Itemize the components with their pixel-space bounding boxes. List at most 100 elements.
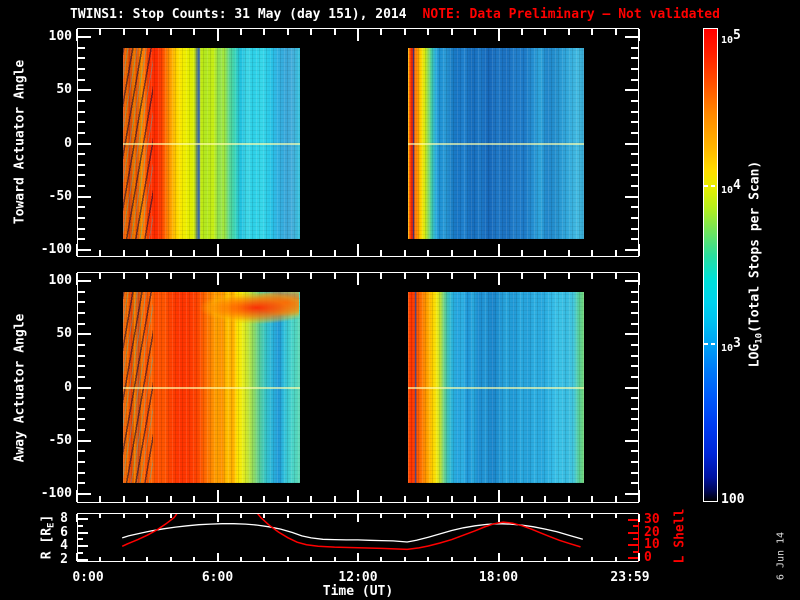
tick-mark <box>403 496 406 502</box>
tick-mark <box>78 163 85 166</box>
tick-mark <box>497 244 500 256</box>
tick-mark <box>403 557 406 561</box>
tick-mark <box>78 131 85 134</box>
tick-mark <box>631 174 638 177</box>
tick-mark <box>78 461 85 464</box>
tick-mark <box>239 29 242 35</box>
tick-mark <box>78 142 91 145</box>
tick-label: 0:00 <box>72 570 104 585</box>
tick-mark <box>638 514 640 522</box>
title-row: TWINS1: Stop Counts: 31 May (day 151), 2… <box>70 7 720 22</box>
tick-mark <box>631 163 638 166</box>
tick-mark <box>78 36 91 38</box>
tick-mark <box>78 57 85 60</box>
tick-mark <box>357 553 359 561</box>
tick-mark <box>520 496 523 502</box>
tick-mark <box>78 518 88 520</box>
high-count-blob <box>187 291 300 327</box>
tick-mark <box>78 206 85 209</box>
tick-mark <box>76 244 78 256</box>
tick-mark <box>357 244 359 256</box>
tick-mark <box>628 544 638 547</box>
tick-mark <box>310 496 313 502</box>
tick-mark <box>78 482 85 485</box>
tick-mark <box>474 250 477 256</box>
tick-mark <box>122 557 125 561</box>
tick-mark <box>631 227 638 230</box>
tick-mark <box>633 525 638 528</box>
tick-label: 20 <box>644 524 660 540</box>
tick-label: 6 <box>60 524 68 540</box>
tick-mark <box>78 333 91 336</box>
tick-mark <box>146 557 149 561</box>
figure-title: TWINS1: Stop Counts: 31 May (day 151), 2… <box>70 7 407 22</box>
tick-mark <box>625 195 638 198</box>
tick-mark <box>169 273 172 279</box>
tick-mark <box>146 496 149 502</box>
tick-mark <box>631 131 638 134</box>
tick-mark <box>78 551 83 554</box>
tick-mark <box>193 514 196 518</box>
tick-mark <box>310 514 313 518</box>
zero-angle-line <box>122 386 300 389</box>
tick-mark <box>631 46 638 49</box>
tick-mark <box>450 273 453 279</box>
zero-angle-line <box>122 142 300 145</box>
tick-mark <box>450 29 453 35</box>
tick-mark <box>628 557 638 559</box>
tick-mark <box>497 514 500 522</box>
tick-mark <box>78 450 85 453</box>
tick-mark <box>520 29 523 35</box>
tick-mark <box>631 375 638 378</box>
tick-mark <box>357 514 359 522</box>
tick-mark <box>99 496 102 502</box>
tick-mark <box>631 482 638 485</box>
tick-mark <box>450 557 453 561</box>
tick-mark <box>591 273 594 279</box>
tick-mark <box>427 496 430 502</box>
tick-mark <box>631 99 638 102</box>
tick-mark <box>625 386 638 389</box>
tick-mark <box>403 273 406 279</box>
tick-mark <box>450 514 453 518</box>
tick-mark <box>78 99 85 102</box>
tick-mark <box>614 514 617 518</box>
tick-mark <box>631 217 638 220</box>
tick-mark <box>99 29 102 35</box>
tick-mark <box>169 29 172 35</box>
tick-mark <box>286 496 289 502</box>
tick-mark <box>76 273 78 285</box>
tick-mark <box>450 250 453 256</box>
tick-mark <box>239 250 242 256</box>
tick-mark <box>567 250 570 256</box>
tick-mark <box>474 514 477 518</box>
tick-mark <box>310 29 313 35</box>
tick-mark <box>78 249 91 251</box>
tick-mark <box>357 273 359 285</box>
tick-mark <box>310 250 313 256</box>
tick-mark <box>520 557 523 561</box>
tick-mark <box>520 250 523 256</box>
tick-label: 4 <box>60 538 68 553</box>
zero-angle-line <box>407 386 584 389</box>
tick-mark <box>497 29 500 41</box>
tick-mark <box>239 557 242 561</box>
tick-mark <box>193 496 196 502</box>
tick-mark <box>427 273 430 279</box>
tick-mark <box>625 249 638 251</box>
tick-mark <box>76 514 78 522</box>
tick-mark <box>427 514 430 518</box>
tick-mark <box>78 365 85 368</box>
tick-mark <box>76 29 78 41</box>
tick-mark <box>380 29 383 35</box>
tick-mark <box>78 78 85 81</box>
tick-mark <box>78 311 85 314</box>
tick-label: 0 <box>64 379 72 395</box>
tick-mark <box>614 273 617 279</box>
tick-mark <box>78 290 85 293</box>
tick-mark <box>427 29 430 35</box>
tick-mark <box>638 244 640 256</box>
tick-mark <box>591 250 594 256</box>
tick-mark <box>193 557 196 561</box>
tick-mark <box>78 397 85 400</box>
